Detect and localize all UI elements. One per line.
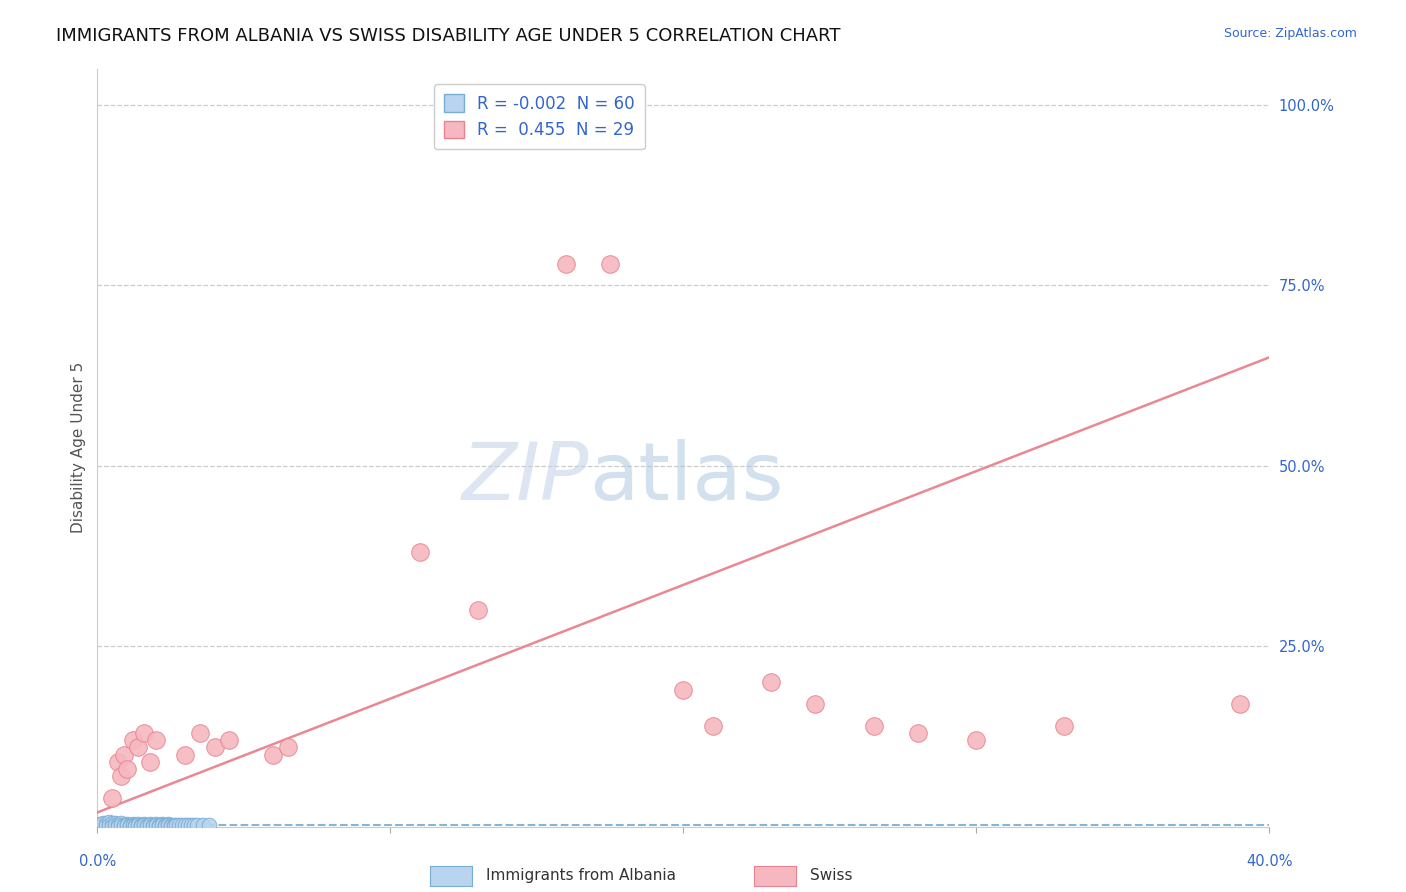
Point [118,819,141,833]
Legend: R = -0.002  N = 60, R =  0.455  N = 29: R = -0.002 N = 60, R = 0.455 N = 29 [434,85,645,149]
Point [101,819,124,833]
Point [148,818,170,832]
Point [183,818,205,832]
Point [121,818,143,832]
Point [150,818,173,832]
Point [180,818,202,832]
Point [107,817,129,831]
Point [204,740,226,755]
Point [148,819,170,833]
Point [555,256,578,270]
Point [1229,697,1251,711]
Point [104,818,127,832]
Point [129,818,152,832]
Point [907,726,929,740]
Text: ZIP: ZIP [463,439,589,517]
Point [134,817,156,831]
Point [118,818,141,832]
Point [145,733,167,747]
Point [159,819,181,833]
Point [759,675,782,690]
Point [139,817,162,831]
Point [115,817,138,831]
Point [965,733,987,747]
Point [188,726,211,740]
Point [139,818,162,832]
Point [134,818,156,832]
Point [262,747,284,762]
Point [121,817,143,831]
Text: atlas: atlas [589,439,785,517]
Point [110,818,132,832]
Point [191,818,214,832]
Point [672,682,695,697]
Point [162,819,184,833]
Point [107,755,129,769]
Point [174,818,197,832]
Point [98,818,121,832]
Point [862,719,884,733]
Point [139,755,162,769]
Point [218,733,240,747]
Point [89,817,111,831]
Point [127,817,149,831]
Text: Swiss: Swiss [810,869,852,883]
Point [186,818,208,832]
Point [150,817,173,831]
Point [101,791,124,805]
Point [599,256,621,270]
Point [94,815,117,830]
Point [174,747,197,762]
Point [142,819,165,833]
Point [107,819,129,833]
Point [104,815,127,830]
Point [467,603,489,617]
Point [115,762,138,776]
Point [804,697,827,711]
Point [1053,719,1076,733]
Point [153,819,176,833]
Text: Immigrants from Albania: Immigrants from Albania [486,869,676,883]
Point [94,818,117,832]
Point [112,747,135,762]
Point [124,818,146,832]
Point [115,818,138,832]
Point [145,818,167,832]
Point [136,819,159,833]
Point [110,816,132,830]
Point [124,819,146,833]
Point [142,818,165,832]
Point [145,817,167,831]
Point [159,818,181,832]
Point [91,816,114,830]
Point [127,740,149,755]
Point [112,818,135,832]
Text: Source: ZipAtlas.com: Source: ZipAtlas.com [1223,27,1357,40]
Point [121,733,143,747]
Point [277,740,299,755]
Point [156,818,179,832]
Point [101,816,124,830]
Point [702,719,724,733]
Point [169,818,191,832]
Point [129,819,152,833]
Point [197,818,219,832]
Point [112,819,135,833]
Text: 0.0%: 0.0% [79,854,115,869]
Point [153,818,176,832]
Point [177,818,200,832]
Point [408,545,430,559]
Point [172,818,194,832]
Text: 40.0%: 40.0% [1246,854,1292,869]
Point [134,726,156,740]
Point [98,814,121,829]
Point [127,818,149,832]
Y-axis label: Disability Age Under 5: Disability Age Under 5 [72,362,86,533]
Point [162,818,184,832]
Point [156,817,179,831]
Point [165,818,187,832]
Point [110,769,132,783]
Text: IMMIGRANTS FROM ALBANIA VS SWISS DISABILITY AGE UNDER 5 CORRELATION CHART: IMMIGRANTS FROM ALBANIA VS SWISS DISABIL… [56,27,841,45]
Point [136,818,159,832]
